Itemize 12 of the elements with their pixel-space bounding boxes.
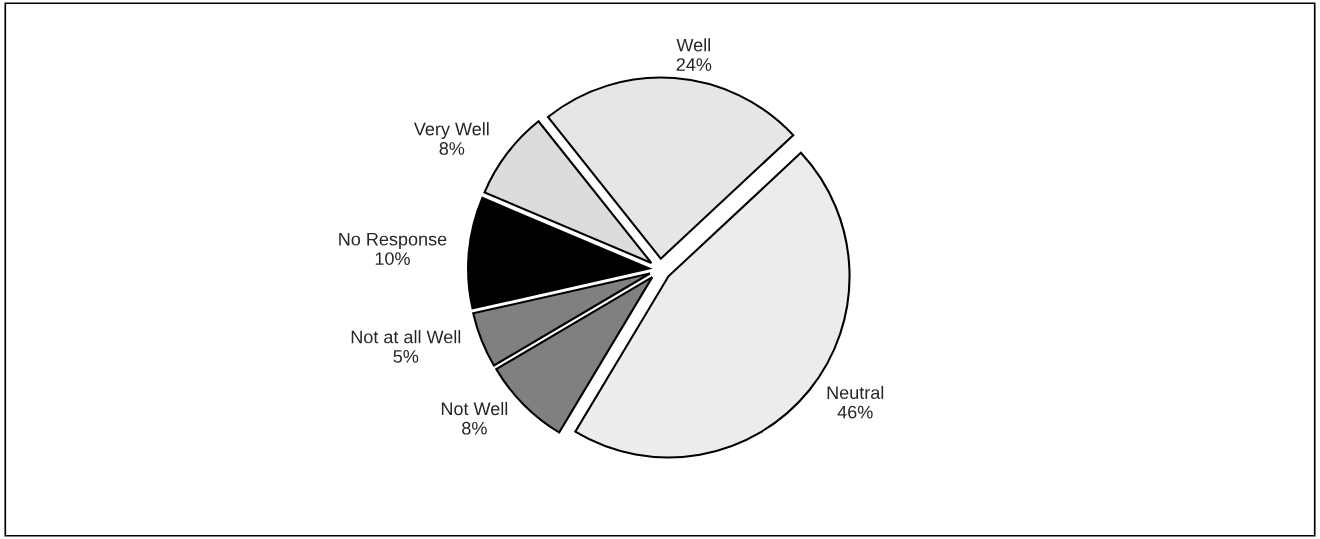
data-label: 8% — [462, 421, 487, 435]
slice-label: Not Well — [441, 401, 508, 416]
data-label: 24% — [676, 58, 712, 71]
slice-label: Neutral — [827, 385, 884, 400]
data-label: 8% — [439, 142, 465, 155]
slice-label: Very Well — [413, 122, 489, 139]
slice-label: No Response — [339, 232, 447, 250]
slice-label: Not at all Well — [351, 330, 461, 344]
data-label: 46% — [837, 405, 873, 419]
slice-label: Well — [676, 38, 711, 52]
data-label: 10% — [375, 252, 410, 265]
data-label: 5% — [393, 350, 419, 363]
